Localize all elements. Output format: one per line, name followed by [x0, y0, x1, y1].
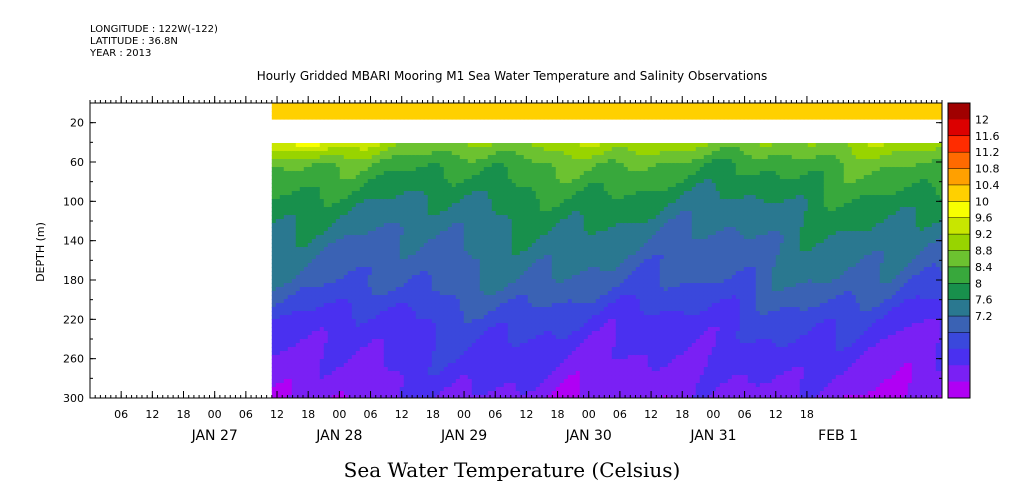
y-tick-label: 60 [70, 156, 84, 169]
x-axis-title: Sea Water Temperature (Celsius) [344, 458, 681, 482]
heatmap-field [271, 103, 942, 398]
colorbar-label: 12 [975, 113, 989, 126]
colorbar-swatch [948, 135, 970, 153]
x-hour-label: 06 [613, 408, 627, 421]
colorbar-swatch [948, 103, 970, 120]
longitude-label: LONGITUDE : 122W(-122) [90, 24, 218, 35]
x-hour-label: 00 [706, 408, 720, 421]
x-hour-label: 06 [364, 408, 378, 421]
y-tick-label: 300 [63, 392, 84, 405]
x-hour-label: 18 [675, 408, 689, 421]
colorbar-swatch [948, 348, 970, 366]
y-tick-label: 100 [63, 195, 84, 208]
x-day-label: JAN 30 [565, 428, 612, 444]
y-tick-label: 180 [63, 274, 84, 287]
x-hour-label: 18 [301, 408, 315, 421]
colorbar-swatch [948, 201, 970, 219]
x-hour-label: 00 [582, 408, 596, 421]
colorbar-swatch [948, 217, 970, 235]
x-hour-label: 06 [488, 408, 502, 421]
x-hour-label: 06 [239, 408, 253, 421]
colorbar-label: 10 [975, 195, 989, 208]
colorbar-label: 10.8 [975, 163, 1000, 176]
colorbar-label: 8 [975, 277, 982, 290]
colorbar-label: 11.2 [975, 146, 1000, 159]
x-hour-label: 06 [738, 408, 752, 421]
colorbar-swatch [948, 119, 970, 137]
colorbar-swatch [948, 250, 970, 268]
chart-title: Hourly Gridded MBARI Mooring M1 Sea Wate… [257, 69, 768, 83]
x-day-label: JAN 28 [315, 428, 362, 444]
colorbar-swatch [948, 381, 970, 399]
colorbar-label: 11.6 [975, 130, 1000, 143]
colorbar-swatch [948, 316, 970, 333]
y-tick-label: 260 [63, 353, 84, 366]
colorbar-swatch [948, 365, 970, 383]
colorbar-swatch [948, 332, 970, 350]
x-hour-label: 00 [332, 408, 346, 421]
colorbar-label: 8.4 [975, 261, 993, 274]
x-day-label: FEB 1 [818, 428, 858, 444]
x-hour-label: 12 [644, 408, 658, 421]
y-tick-label: 140 [63, 235, 84, 248]
colorbar-swatch [948, 234, 970, 251]
x-day-label: JAN 31 [689, 428, 736, 444]
colorbar-swatch [948, 299, 970, 317]
colorbar-label: 7.6 [975, 294, 993, 307]
y-tick-label: 220 [63, 313, 84, 326]
y-tick-label: 20 [70, 117, 84, 130]
x-hour-label: 18 [426, 408, 440, 421]
colorbar-swatch [948, 168, 970, 186]
x-hour-label: 18 [800, 408, 814, 421]
x-day-label: JAN 27 [191, 428, 238, 444]
colorbar-label: 7.2 [975, 310, 993, 323]
x-hour-label: 12 [769, 408, 783, 421]
y-axis-label: DEPTH (m) [34, 222, 47, 282]
colorbar-label: 9.2 [975, 228, 993, 241]
x-hour-label: 00 [457, 408, 471, 421]
colorbar-swatch [948, 266, 970, 284]
x-hour-label: 12 [395, 408, 409, 421]
x-hour-label: 18 [177, 408, 191, 421]
colorbar-label: 9.6 [975, 212, 993, 225]
colorbar-swatch [948, 283, 970, 301]
x-hour-label: 12 [145, 408, 159, 421]
x-hour-label: 12 [270, 408, 284, 421]
x-hour-label: 06 [114, 408, 128, 421]
year-label: YEAR : 2013 [90, 48, 152, 59]
colorbar-label: 8.8 [975, 245, 993, 258]
x-hour-label: 12 [519, 408, 533, 421]
x-hour-label: 00 [208, 408, 222, 421]
colorbar-swatch [948, 184, 970, 202]
colorbar-swatch [948, 152, 970, 169]
colorbar-label: 10.4 [975, 179, 1000, 192]
latitude-label: LATITUDE : 36.8N [90, 36, 178, 47]
x-hour-label: 18 [551, 408, 565, 421]
x-day-label: JAN 29 [440, 428, 487, 444]
